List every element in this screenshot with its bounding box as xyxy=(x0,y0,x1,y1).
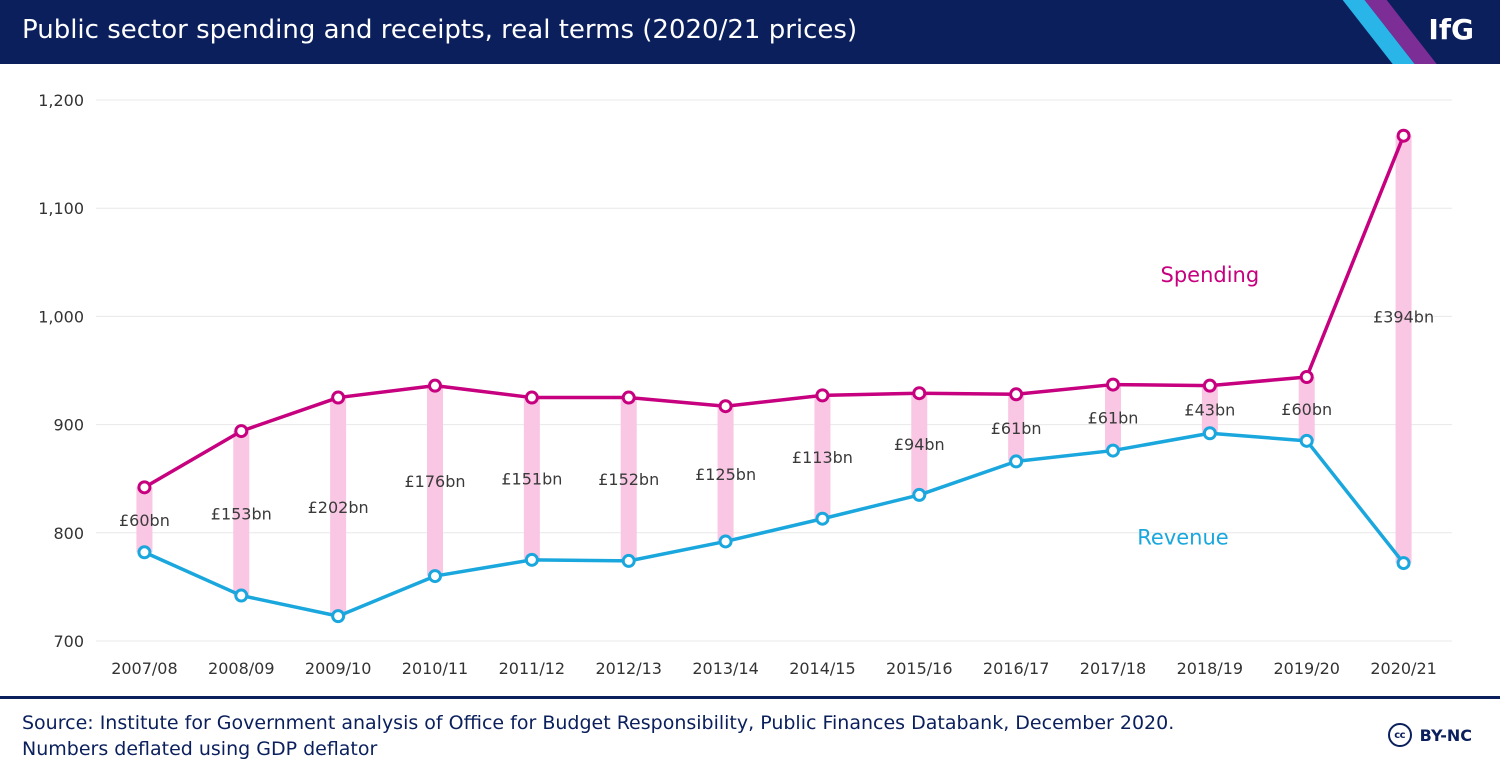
x-tick-label: 2019/20 xyxy=(1273,659,1339,678)
y-tick-label: 1,100 xyxy=(38,199,84,218)
x-tick-label: 2012/13 xyxy=(595,659,661,678)
revenue-point xyxy=(1299,433,1314,448)
revenue-point xyxy=(137,545,152,560)
x-tick-label: 2020/21 xyxy=(1370,659,1436,678)
gap-bar xyxy=(620,397,637,561)
license-badge: cc BY-NC xyxy=(1387,723,1472,747)
spending-point xyxy=(1299,369,1314,384)
gap-value-label: £61bn xyxy=(1088,409,1139,428)
revenue-point xyxy=(1396,556,1411,571)
x-tick-label: 2018/19 xyxy=(1177,659,1243,678)
x-tick-label: 2016/17 xyxy=(983,659,1049,678)
gap-bar xyxy=(136,487,153,553)
x-tick-label: 2011/12 xyxy=(499,659,565,678)
y-tick-label: 800 xyxy=(53,524,84,543)
gap-value-label: £152bn xyxy=(598,470,659,489)
spending-point xyxy=(718,399,733,414)
revenue-point xyxy=(524,552,539,567)
gap-value-label: £202bn xyxy=(308,498,369,517)
spending-point xyxy=(428,378,442,393)
gap-value-label: £113bn xyxy=(792,448,853,467)
x-tick-label: 2014/15 xyxy=(789,659,855,678)
gap-value-label: £151bn xyxy=(501,470,562,489)
y-tick-label: 1,000 xyxy=(38,307,84,326)
x-tick-label: 2013/14 xyxy=(692,659,758,678)
gap-bar xyxy=(1395,135,1412,564)
gap-bar xyxy=(1298,376,1315,441)
revenue-point xyxy=(621,553,636,568)
gap-bar xyxy=(1105,384,1121,451)
y-tick-label: 700 xyxy=(53,632,84,651)
revenue-point xyxy=(1106,443,1120,458)
gap-value-label: £61bn xyxy=(991,419,1042,438)
gap-value-label: £94bn xyxy=(894,435,945,454)
chart-title: Public sector spending and receipts, rea… xyxy=(22,15,858,45)
gap-value-label: £394bn xyxy=(1373,307,1434,326)
revenue-point xyxy=(718,534,733,549)
revenue-point xyxy=(234,588,249,603)
gap-value-label: £60bn xyxy=(119,511,170,530)
revenue-point xyxy=(1009,454,1024,469)
spending-point xyxy=(1106,377,1120,392)
gap-bar xyxy=(1008,394,1025,462)
gap-bar xyxy=(1201,385,1218,434)
gap-value-label: £43bn xyxy=(1184,400,1235,419)
gap-bar xyxy=(814,395,831,519)
revenue-series-label: Revenue xyxy=(1137,526,1228,550)
x-tick-label: 2015/16 xyxy=(886,659,952,678)
gap-bar xyxy=(523,397,540,560)
x-tick-label: 2008/09 xyxy=(208,659,274,678)
source-note: Source: Institute for Government analysi… xyxy=(22,710,1174,762)
revenue-line xyxy=(143,431,1405,618)
spending-series-label: Spending xyxy=(1161,263,1260,287)
x-tick-label: 2017/18 xyxy=(1080,659,1146,678)
revenue-point xyxy=(428,569,442,584)
spending-point xyxy=(621,390,636,405)
revenue-point xyxy=(815,511,830,526)
cc-icon: cc xyxy=(1387,723,1412,747)
spending-point xyxy=(912,386,927,401)
x-tick-label: 2010/11 xyxy=(402,659,468,678)
gap-value-label: £125bn xyxy=(695,465,756,484)
source-line-2: Numbers deflated using GDP deflator xyxy=(22,738,378,760)
revenue-point xyxy=(912,487,927,502)
license-text: BY-NC xyxy=(1419,725,1472,745)
spending-point xyxy=(1202,378,1217,393)
source-line-1: Source: Institute for Government analysi… xyxy=(22,712,1175,734)
footer-rule xyxy=(0,696,1500,699)
gap-bar xyxy=(911,393,928,495)
spending-point xyxy=(524,390,539,405)
header-bar: Public sector spending and receipts, rea… xyxy=(0,0,1500,64)
y-tick-label: 1,200 xyxy=(38,91,84,110)
spending-point xyxy=(815,388,830,403)
spending-point xyxy=(1396,128,1411,143)
gap-value-label: £176bn xyxy=(404,472,465,491)
ifg-logo: IfG xyxy=(1428,13,1474,46)
gap-bar xyxy=(427,385,443,577)
chart-area: 700 800 900 1,000 1,100 1,200 2007/08 2008/09 20… xyxy=(0,64,1500,696)
gap-value-label: £153bn xyxy=(211,504,272,523)
spending-point xyxy=(1009,387,1024,402)
spending-point xyxy=(234,424,249,439)
spending-point xyxy=(137,480,152,495)
revenue-point xyxy=(331,609,346,624)
spending-line xyxy=(143,135,1406,489)
y-tick-label: 900 xyxy=(53,416,84,435)
revenue-point xyxy=(1202,426,1217,441)
gap-bar xyxy=(233,431,250,596)
gap-value-label: £60bn xyxy=(1281,400,1332,419)
gap-bar xyxy=(717,406,734,542)
x-tick-label: 2007/08 xyxy=(111,659,177,678)
gap-bar xyxy=(330,397,347,617)
line-chart: 700 800 900 1,000 1,100 1,200 2007/08 2008/09 20… xyxy=(38,91,1452,678)
x-tick-label: 2009/10 xyxy=(305,659,371,678)
spending-point xyxy=(331,390,346,405)
